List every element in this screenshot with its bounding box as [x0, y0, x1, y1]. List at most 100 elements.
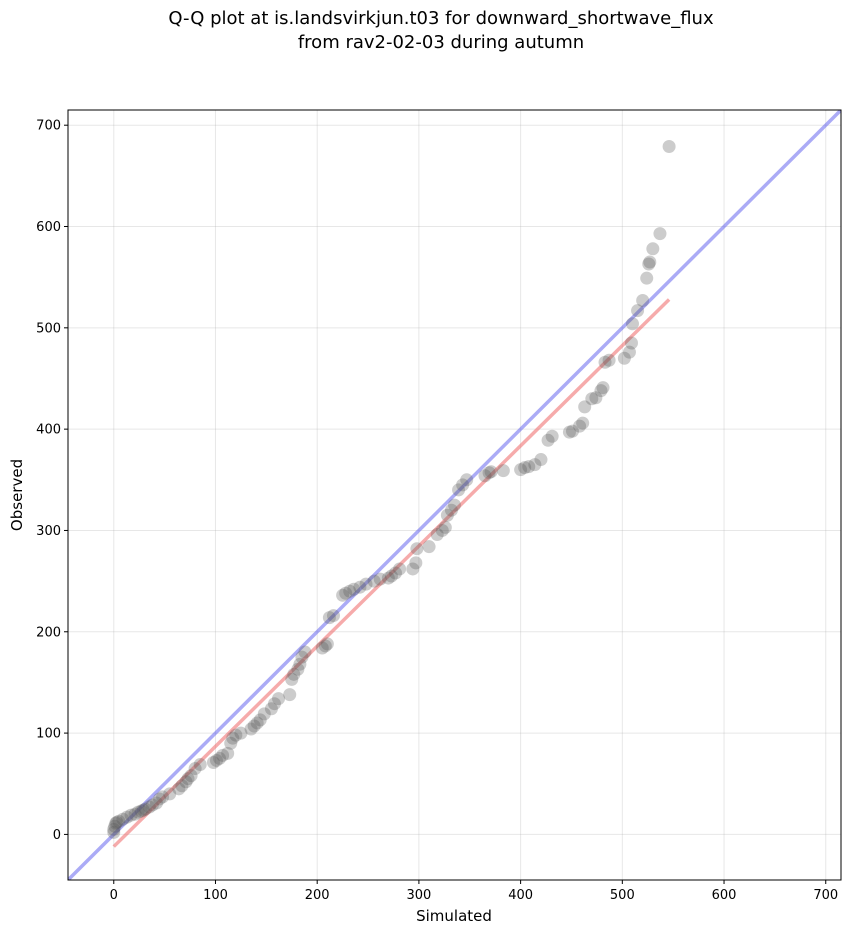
data-point — [653, 227, 667, 241]
y-tick-label: 400 — [36, 423, 61, 438]
reference-lines — [68, 110, 841, 880]
data-point — [585, 392, 599, 406]
data-point — [578, 400, 592, 414]
data-point — [562, 425, 576, 439]
data-point — [295, 650, 309, 664]
data-point — [244, 722, 258, 736]
data-point — [636, 293, 650, 307]
data-point — [128, 807, 142, 821]
data-point — [108, 819, 122, 833]
data-point — [149, 796, 163, 810]
data-point — [283, 688, 297, 702]
data-point — [138, 802, 152, 816]
data-point — [253, 713, 267, 727]
data-point — [384, 569, 398, 583]
data-point — [145, 798, 159, 812]
data-point — [534, 453, 548, 467]
x-tick-label: 0 — [110, 888, 118, 903]
data-point — [116, 812, 130, 826]
data-point — [393, 562, 407, 576]
data-point — [287, 667, 301, 681]
data-point — [272, 692, 286, 706]
data-point — [267, 697, 281, 711]
data-point — [234, 726, 248, 740]
x-tick-label: 600 — [712, 888, 737, 903]
y-tick-label: 300 — [36, 524, 61, 539]
data-point — [598, 355, 612, 369]
data-point — [336, 588, 350, 602]
data-point — [213, 751, 227, 765]
data-point — [381, 571, 395, 585]
data-point — [646, 242, 660, 256]
data-point — [326, 609, 340, 623]
data-point — [631, 304, 645, 318]
x-axis-label: Simulated — [416, 907, 492, 925]
data-point — [617, 351, 631, 365]
data-point — [153, 792, 167, 806]
data-point — [216, 748, 230, 762]
data-point — [484, 465, 498, 479]
data-point — [110, 815, 124, 829]
x-tick-label: 500 — [610, 888, 635, 903]
fit-line — [112, 298, 671, 848]
data-point — [541, 433, 555, 447]
data-point — [456, 478, 470, 492]
data-point — [318, 639, 332, 653]
data-point — [136, 803, 150, 817]
data-point — [642, 257, 656, 271]
data-point — [250, 716, 264, 730]
data-point — [410, 542, 424, 556]
data-point — [193, 758, 207, 771]
data-point — [522, 460, 536, 474]
data-point — [107, 822, 121, 836]
data-point — [156, 790, 170, 804]
data-point — [596, 381, 610, 395]
data-point — [142, 800, 156, 814]
data-point — [573, 419, 587, 433]
data-point — [448, 498, 461, 512]
data-point — [389, 566, 403, 580]
data-point — [594, 384, 608, 398]
data-point — [409, 556, 423, 570]
data-point — [625, 317, 639, 331]
data-point — [343, 584, 357, 598]
data-point — [181, 772, 195, 786]
y-axis-label: Observed — [8, 459, 26, 531]
data-point — [482, 466, 496, 480]
x-tick-label: 300 — [406, 888, 431, 903]
data-point — [528, 458, 542, 472]
y-tick-label: 0 — [53, 828, 61, 843]
data-points — [107, 139, 676, 839]
data-point — [662, 139, 676, 153]
data-point — [163, 787, 177, 801]
data-point — [226, 731, 240, 745]
data-point — [320, 637, 334, 651]
data-point — [406, 562, 420, 576]
data-point — [440, 508, 454, 522]
plot-frame — [67, 109, 842, 881]
data-point — [293, 657, 307, 671]
data-point — [422, 540, 436, 554]
data-point — [131, 805, 145, 819]
data-point — [179, 775, 193, 789]
data-point — [622, 345, 636, 359]
y-tick-label: 200 — [36, 625, 61, 640]
data-point — [353, 580, 367, 594]
data-point — [298, 645, 312, 659]
x-tick-label: 100 — [203, 888, 228, 903]
data-point — [107, 825, 121, 839]
data-point — [209, 753, 223, 767]
data-point — [172, 782, 186, 796]
data-point — [565, 424, 579, 438]
data-point — [206, 755, 220, 769]
y-tick-label: 700 — [36, 119, 61, 134]
data-point — [373, 572, 387, 586]
data-point — [359, 577, 373, 591]
data-point — [602, 353, 616, 367]
data-point — [124, 808, 138, 822]
data-point — [347, 582, 361, 596]
data-point — [444, 503, 458, 517]
data-point — [175, 779, 189, 793]
x-axis-ticks: 0 100 200 300 400 500 600 700 — [110, 880, 838, 903]
